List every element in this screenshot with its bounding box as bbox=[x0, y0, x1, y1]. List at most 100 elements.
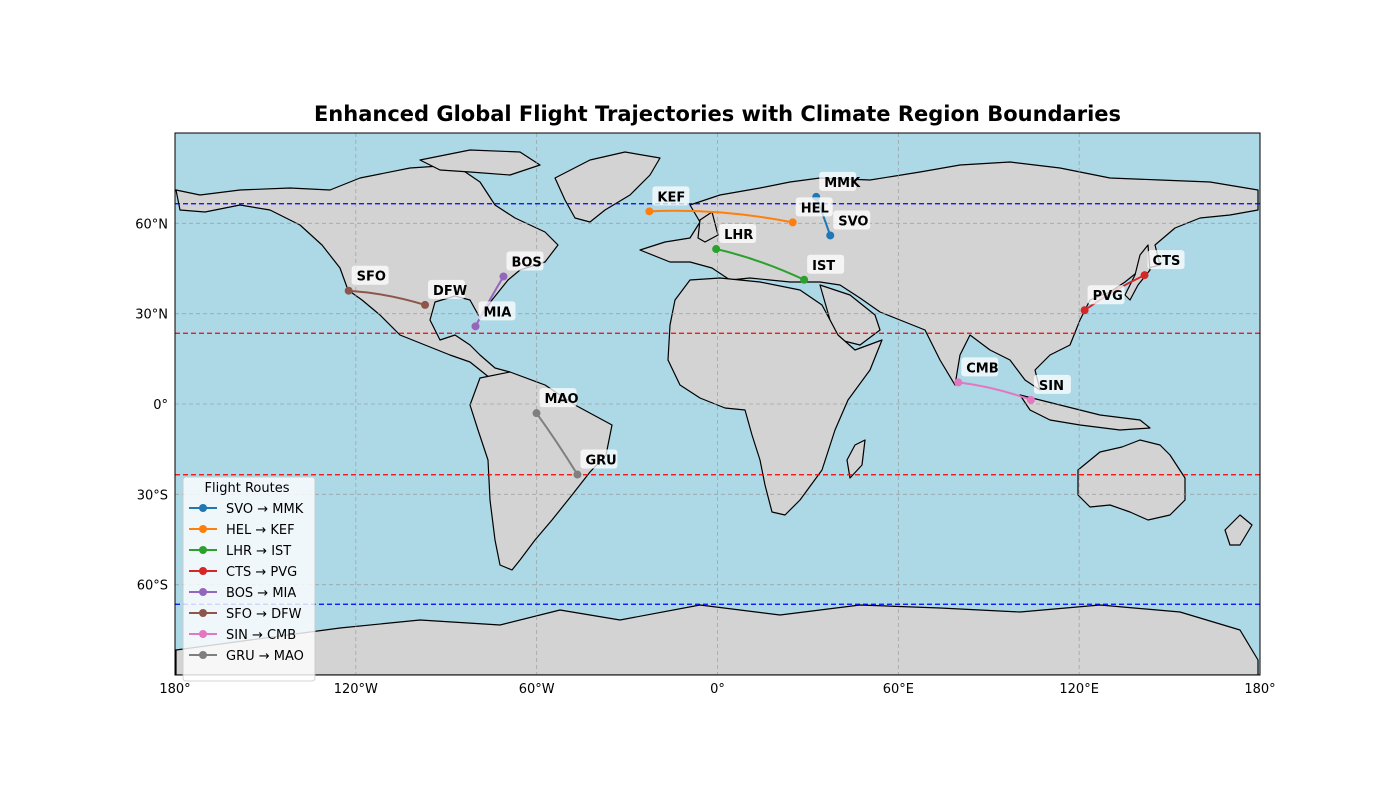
airport-marker bbox=[1026, 395, 1035, 404]
airport-label-box bbox=[795, 197, 833, 217]
land-madagascar bbox=[846, 439, 866, 479]
airport-label-box bbox=[580, 449, 618, 469]
y-tick-label: 30°N bbox=[135, 308, 168, 323]
legend-swatch-marker bbox=[199, 588, 207, 596]
airport-label: BOS bbox=[511, 255, 541, 270]
airport-labels: SVO MMK HEL KEF LHR IST CTS PVG BOS MIA SFO DFW SIN C… bbox=[351, 171, 1185, 469]
legend-entry: GRU → MAO bbox=[226, 649, 304, 664]
map-title: Enhanced Global Flight Trajectories with… bbox=[313, 102, 1122, 126]
airport-label-box bbox=[1087, 285, 1125, 305]
airport-marker bbox=[471, 322, 480, 331]
airport-label-box bbox=[819, 171, 857, 191]
graticule bbox=[175, 133, 1260, 675]
airport-marker bbox=[1140, 271, 1149, 280]
x-tick-label: 180° bbox=[159, 682, 190, 697]
airport-label: PVG bbox=[1093, 289, 1123, 304]
legend-swatch-marker bbox=[199, 567, 207, 575]
flight-routes bbox=[344, 192, 1149, 479]
legend-entry: SIN → CMB bbox=[226, 628, 296, 643]
route-line bbox=[348, 289, 426, 306]
airport-label-box bbox=[478, 301, 516, 321]
airport-marker bbox=[712, 245, 721, 254]
legend-swatch-marker bbox=[199, 609, 207, 617]
climate-boundaries bbox=[175, 203, 1260, 605]
airport-label: SVO bbox=[838, 214, 868, 229]
airport-label-box bbox=[652, 186, 690, 206]
x-tick-label: 120°E bbox=[1059, 682, 1099, 697]
legend-entry: SFO → DFW bbox=[226, 607, 302, 622]
y-tick-label: 60°N bbox=[135, 217, 168, 232]
legend-swatch-marker bbox=[199, 504, 207, 512]
land-africa bbox=[667, 277, 883, 516]
land-new-zealand bbox=[1224, 514, 1253, 546]
airport-label-box bbox=[506, 251, 544, 271]
legend-swatch-marker bbox=[199, 651, 207, 659]
x-tick-label: 60°W bbox=[519, 682, 555, 697]
land-uk bbox=[697, 211, 719, 243]
airport-label: LHR bbox=[724, 228, 753, 243]
airport-label: KEF bbox=[657, 190, 685, 205]
airport-label-box bbox=[539, 388, 577, 408]
airport-label: HEL bbox=[801, 201, 829, 216]
axis-ticks: 180° 120°W 60°W 0° 60°E 120°E 180° 60°N 30°N 0° 30… bbox=[135, 217, 1275, 697]
land-antarctica bbox=[175, 604, 1259, 675]
legend: Flight Routes SVO → MMK HEL → KEF LHR → IST… bbox=[182, 476, 316, 682]
airport-marker bbox=[826, 231, 835, 240]
airport-label: IST bbox=[812, 259, 835, 274]
route-line bbox=[535, 412, 579, 476]
airport-label-box bbox=[351, 265, 389, 285]
airport-marker bbox=[645, 207, 654, 216]
route-line bbox=[958, 381, 1032, 401]
airport-label: DFW bbox=[433, 284, 467, 299]
airport-marker bbox=[421, 300, 430, 309]
airport-label-box bbox=[719, 224, 757, 244]
airport-label-box bbox=[1033, 374, 1071, 394]
airport-label: SFO bbox=[357, 270, 386, 285]
airport-marker bbox=[532, 409, 541, 418]
airport-marker bbox=[1080, 306, 1089, 315]
x-tick-label: 120°W bbox=[334, 682, 378, 697]
route-line bbox=[474, 275, 505, 327]
x-tick-label: 0° bbox=[710, 682, 725, 697]
airport-label-box bbox=[961, 357, 999, 377]
airport-label-box bbox=[833, 210, 871, 230]
airport-label-box bbox=[428, 279, 466, 299]
legend-entry: LHR → IST bbox=[226, 544, 291, 559]
x-tick-label: 180° bbox=[1244, 682, 1275, 697]
airport-label-box bbox=[1147, 250, 1185, 270]
airport-label: MAO bbox=[545, 392, 579, 407]
legend-swatch-marker bbox=[199, 546, 207, 554]
x-tick-label: 60°E bbox=[883, 682, 914, 697]
legend-title: Flight Routes bbox=[205, 481, 290, 496]
airport-marker bbox=[954, 378, 963, 387]
airport-label: CMB bbox=[966, 361, 998, 376]
legend-entry: HEL → KEF bbox=[226, 523, 295, 538]
y-tick-label: 30°S bbox=[137, 488, 168, 503]
land-arctic-islands bbox=[419, 149, 541, 176]
legend-entry: SVO → MMK bbox=[226, 502, 304, 517]
land-australia bbox=[1077, 439, 1186, 521]
legend-swatch-marker bbox=[199, 630, 207, 638]
y-tick-label: 60°S bbox=[137, 579, 168, 594]
airport-label: MIA bbox=[484, 305, 512, 320]
map-frame bbox=[174, 132, 1261, 676]
airport-marker bbox=[573, 470, 582, 479]
airport-label: MMK bbox=[824, 176, 861, 191]
airport-label-box bbox=[807, 254, 845, 274]
airport-marker bbox=[800, 275, 809, 284]
land-japan bbox=[1124, 244, 1151, 301]
airport-marker bbox=[788, 218, 797, 227]
route-line bbox=[649, 209, 793, 224]
legend-swatch-marker bbox=[199, 525, 207, 533]
airport-marker bbox=[499, 272, 508, 281]
route-line bbox=[715, 248, 805, 281]
land-greenland bbox=[554, 151, 661, 223]
airport-marker bbox=[344, 286, 353, 295]
airport-label: CTS bbox=[1153, 254, 1181, 269]
legend-entry: CTS → PVG bbox=[226, 565, 297, 580]
legend-entry: BOS → MIA bbox=[226, 586, 296, 601]
y-tick-label: 0° bbox=[153, 398, 168, 413]
airport-label: GRU bbox=[585, 454, 616, 469]
airport-label: SIN bbox=[1039, 379, 1064, 394]
